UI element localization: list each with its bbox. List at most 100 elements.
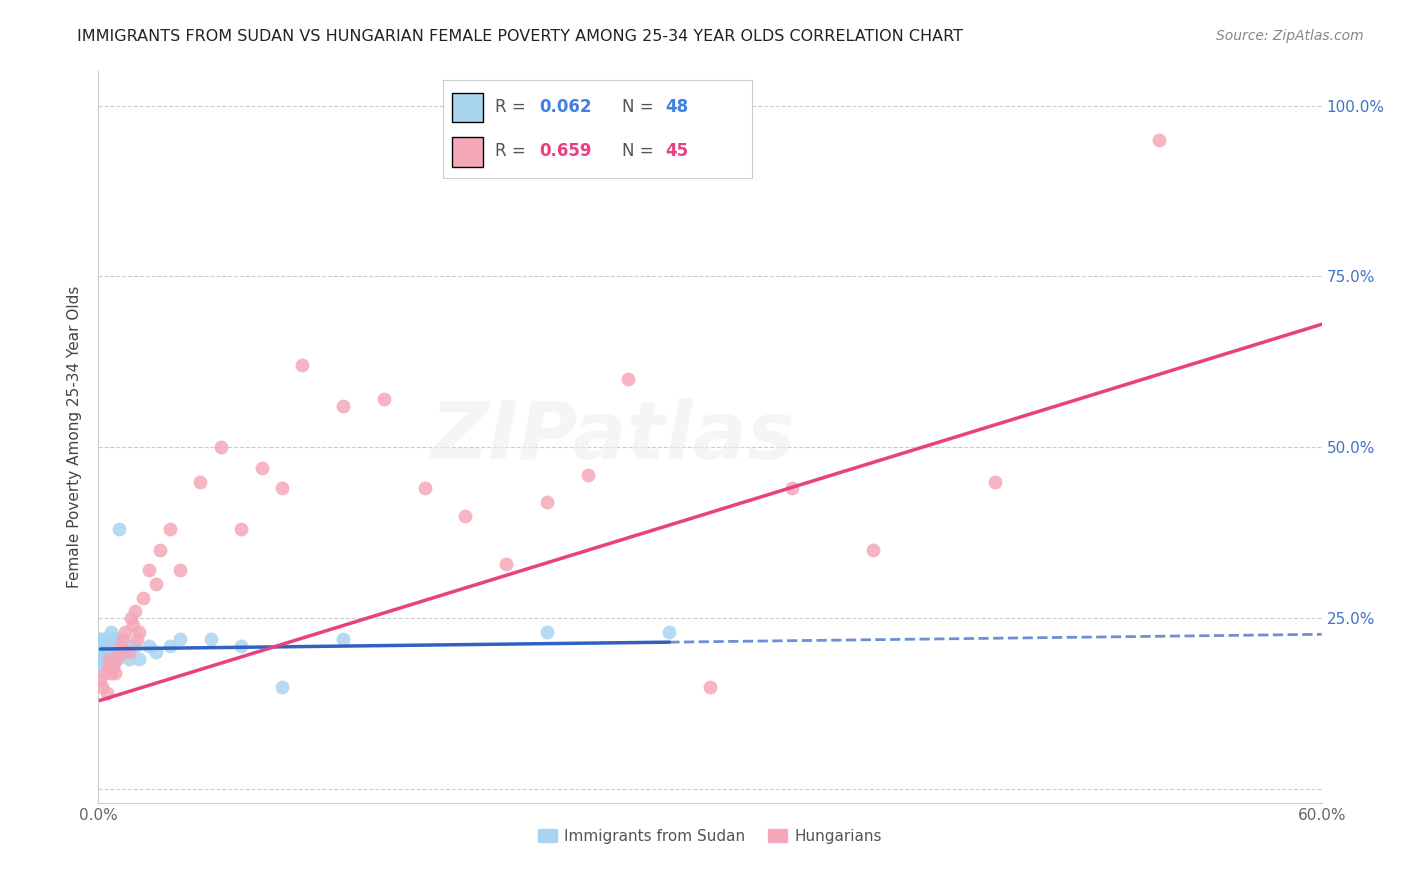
Point [93,665,115,680]
Point [132,591,155,605]
Point [270,680,294,694]
Text: 48: 48 [665,98,689,116]
Point [124,604,146,618]
Point [332,632,354,646]
Point [97,659,120,673]
Point [96,659,118,673]
Point [91,652,114,666]
Point [200,632,222,646]
Point [101,632,124,646]
Point [97,645,120,659]
Point [231,639,253,653]
Text: R =: R = [495,98,531,116]
Point [145,577,167,591]
Point [91,645,114,659]
Point [97,632,120,646]
Point [138,563,160,577]
Point [114,624,136,639]
Text: 0.062: 0.062 [538,98,592,116]
Text: ZIPatlas: ZIPatlas [430,398,794,476]
Point [104,665,127,680]
Point [104,652,127,666]
Text: 0.659: 0.659 [538,142,592,160]
Point [101,659,124,673]
Point [373,392,395,407]
Point [93,639,115,653]
Point [780,481,803,495]
Point [124,639,146,653]
Point [89,673,111,687]
Point [93,652,115,666]
Point [101,645,124,659]
Point [96,639,118,653]
Point [89,632,111,646]
Point [862,542,884,557]
Point [159,522,181,536]
Point [100,624,122,639]
Point [100,652,122,666]
Point [250,460,273,475]
Point [100,639,122,653]
Point [110,639,132,653]
Point [105,645,128,659]
Point [169,632,191,646]
Point [188,475,212,489]
Legend: Immigrants from Sudan, Hungarians: Immigrants from Sudan, Hungarians [533,822,887,850]
Point [114,645,136,659]
Point [93,639,115,653]
Point [104,639,127,653]
Text: N =: N = [623,98,659,116]
Point [128,652,150,666]
Point [291,359,314,373]
Point [1147,133,1170,147]
Point [128,624,150,639]
Point [108,645,131,659]
Point [120,611,142,625]
Point [984,475,1007,489]
Point [495,557,517,571]
Y-axis label: Female Poverty Among 25-34 Year Olds: Female Poverty Among 25-34 Year Olds [67,286,83,588]
Text: 45: 45 [665,142,689,160]
Point [127,632,149,646]
Point [145,645,167,659]
Point [159,639,181,653]
Point [97,652,120,666]
Point [96,686,118,700]
Point [111,632,134,646]
Point [89,645,111,659]
Point [536,495,558,509]
Point [658,624,681,639]
Point [108,522,131,536]
Point [91,659,114,673]
Point [617,372,640,386]
Text: N =: N = [623,142,659,160]
Point [100,665,122,680]
Point [332,400,354,414]
Point [105,652,128,666]
Point [120,639,142,653]
Point [110,639,132,653]
Point [270,481,294,495]
Point [231,522,253,536]
Point [122,618,145,632]
Point [169,563,191,577]
Point [413,481,436,495]
Point [454,508,477,523]
Point [105,632,128,646]
Point [91,680,114,694]
Point [93,645,115,659]
Point [96,632,118,646]
Point [118,652,141,666]
Point [699,680,721,694]
Point [93,632,115,646]
Point [97,659,120,673]
Point [138,639,160,653]
Point [576,467,599,482]
Point [101,659,124,673]
Point [91,632,114,646]
Point [108,645,131,659]
Point [96,645,118,659]
Point [118,645,141,659]
FancyBboxPatch shape [453,137,484,167]
Text: IMMIGRANTS FROM SUDAN VS HUNGARIAN FEMALE POVERTY AMONG 25-34 YEAR OLDS CORRELAT: IMMIGRANTS FROM SUDAN VS HUNGARIAN FEMAL… [77,29,963,44]
